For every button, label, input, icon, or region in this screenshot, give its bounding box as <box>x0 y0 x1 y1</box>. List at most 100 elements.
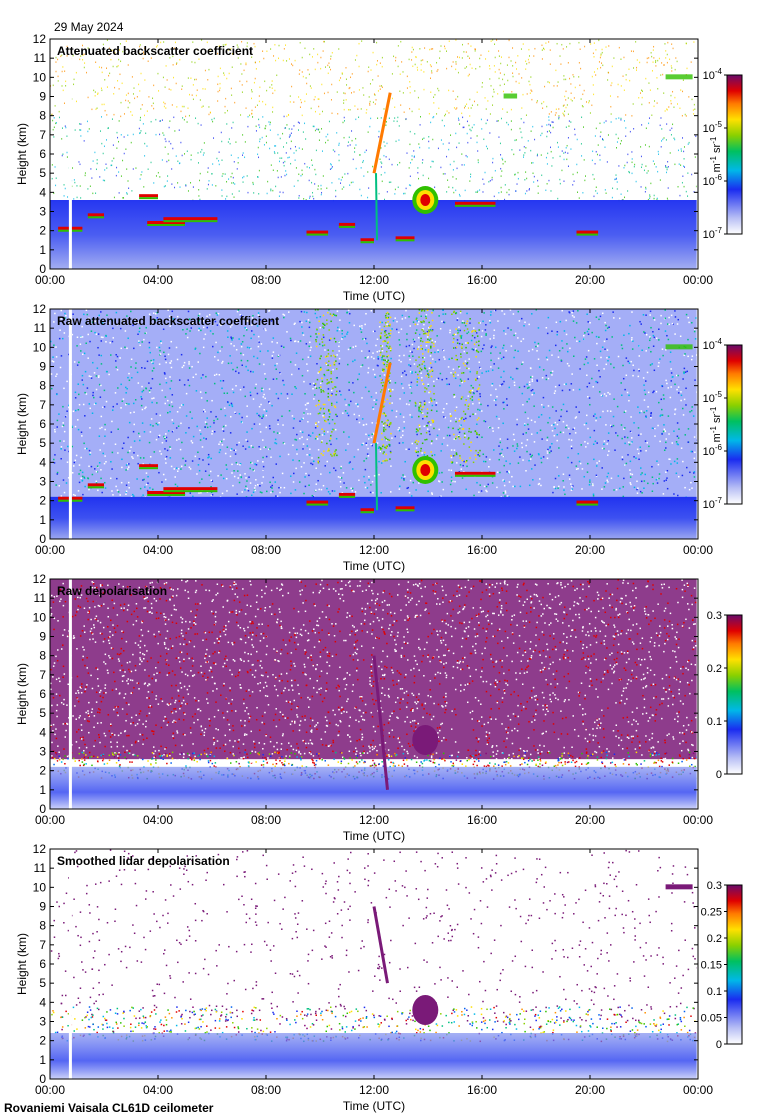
noise-dot <box>64 125 66 127</box>
noise-dot <box>53 458 55 461</box>
noise-dot <box>461 381 464 384</box>
noise-dot <box>408 184 410 186</box>
noise-dot <box>506 64 508 66</box>
noise-dot <box>110 58 112 61</box>
noise-dot <box>161 119 163 121</box>
noise-dot <box>494 169 496 172</box>
noise-dot <box>466 367 468 370</box>
noise-dot <box>251 56 253 58</box>
noise-dot <box>617 83 619 86</box>
noise-dot <box>628 443 631 446</box>
noise-dot <box>367 455 370 457</box>
noise-dot <box>79 163 81 166</box>
noise-dot <box>517 337 519 339</box>
noise-dot <box>302 358 304 361</box>
noise-dot <box>498 418 500 420</box>
noise-dot <box>675 441 678 443</box>
noise-dot <box>144 407 146 410</box>
noise-dot <box>241 364 243 366</box>
noise-dot <box>363 338 366 341</box>
noise-dot <box>142 389 145 392</box>
noise-dot <box>126 168 128 170</box>
noise-dot <box>466 156 468 158</box>
noise-dot <box>643 480 646 482</box>
noise-dot <box>82 493 84 496</box>
noise-dot <box>488 50 490 53</box>
noise-dot <box>437 68 439 71</box>
noise-dot <box>204 426 207 428</box>
noise-dot <box>522 338 525 340</box>
noise-dot <box>566 362 569 365</box>
noise-dot <box>389 422 392 425</box>
noise-dot <box>246 359 249 362</box>
noise-dot <box>448 469 450 471</box>
noise-dot <box>486 490 488 493</box>
noise-dot <box>194 78 196 81</box>
noise-dot <box>262 469 264 471</box>
x-tick-label: 16:00 <box>467 273 497 287</box>
noise-dot <box>195 117 197 119</box>
noise-dot <box>252 314 254 317</box>
noise-dot <box>283 486 286 489</box>
noise-dot <box>295 467 297 470</box>
noise-dot <box>359 188 361 191</box>
noise-dot <box>457 428 460 431</box>
noise-dot <box>609 410 612 412</box>
noise-dot <box>515 61 517 64</box>
noise-dot <box>693 113 695 115</box>
noise-dot <box>420 69 422 71</box>
noise-dot <box>599 135 601 138</box>
noise-dot <box>169 120 171 122</box>
noise-dot <box>613 366 615 369</box>
noise-dot <box>455 68 457 71</box>
noise-dot <box>227 141 229 143</box>
noise-dot <box>55 56 57 59</box>
noise-dot <box>259 60 261 63</box>
noise-dot <box>351 130 353 132</box>
noise-dot <box>433 399 436 401</box>
noise-dot <box>176 106 178 108</box>
noise-dot <box>389 390 391 392</box>
noise-dot <box>540 413 543 416</box>
noise-dot <box>433 454 436 456</box>
noise-dot <box>422 327 424 330</box>
noise-dot <box>687 195 689 197</box>
noise-dot <box>616 405 619 408</box>
noise-dot <box>141 398 143 400</box>
noise-dot <box>563 104 565 106</box>
noise-dot <box>400 328 403 330</box>
noise-dot <box>389 345 391 348</box>
noise-dot <box>99 427 101 430</box>
noise-dot <box>645 415 647 418</box>
noise-dot <box>218 374 221 376</box>
noise-dot <box>448 112 450 114</box>
noise-dot <box>51 177 53 180</box>
noise-dot <box>167 153 169 155</box>
noise-dot <box>198 58 200 60</box>
noise-dot <box>270 189 272 192</box>
noise-dot <box>170 360 173 362</box>
noise-dot <box>250 445 253 447</box>
noise-dot <box>348 381 350 384</box>
noise-dot <box>557 356 560 358</box>
noise-dot <box>570 98 572 101</box>
noise-dot <box>639 92 641 94</box>
noise-dot <box>518 386 521 389</box>
noise-dot <box>127 134 129 136</box>
noise-dot <box>331 404 333 406</box>
noise-dot <box>305 343 308 345</box>
noise-dot <box>309 335 312 338</box>
noise-dot <box>171 104 173 106</box>
noise-dot <box>427 338 429 341</box>
noise-dot <box>427 351 430 353</box>
noise-dot <box>528 459 530 462</box>
noise-dot <box>487 370 490 372</box>
noise-dot <box>640 323 642 325</box>
noise-dot <box>684 113 686 116</box>
noise-dot <box>88 488 90 491</box>
noise-dot <box>65 126 67 129</box>
noise-dot <box>645 127 647 130</box>
noise-dot <box>263 57 265 60</box>
noise-dot <box>145 483 148 486</box>
noise-dot <box>128 403 130 405</box>
